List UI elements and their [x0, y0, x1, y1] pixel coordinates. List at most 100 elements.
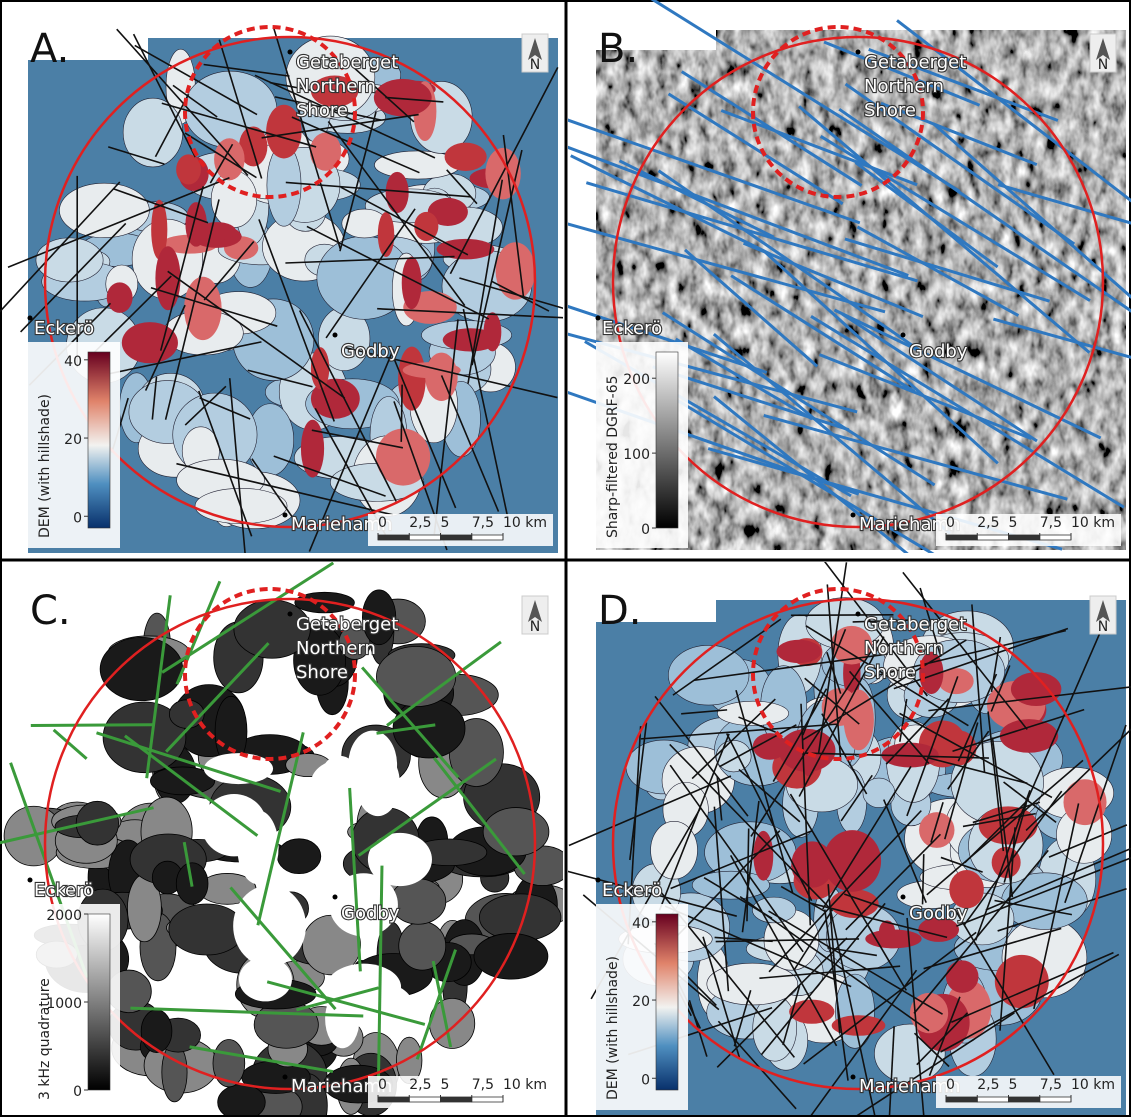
lineament: [819, 135, 1091, 302]
survey-blob: [140, 1009, 173, 1053]
panel-letter: C.: [30, 588, 71, 634]
high-ground: [1010, 672, 1062, 707]
high-ground: [881, 742, 939, 768]
study-area: [611, 597, 1105, 1091]
lineament: [1048, 824, 1128, 858]
high-ground: [791, 841, 834, 888]
lineament: [826, 584, 842, 761]
colorbar-label: DEM (with hillshade): [37, 394, 53, 538]
lineament: [716, 937, 848, 1068]
lineament: [388, 346, 457, 509]
lineament: [906, 917, 925, 1115]
lineament: [772, 688, 828, 782]
high-ground: [239, 126, 268, 167]
high-ground: [151, 199, 168, 260]
study-area: [611, 35, 1105, 529]
lineament: [459, 277, 563, 310]
scale-label: 2,5: [977, 1077, 999, 1093]
lineament: [896, 19, 1131, 203]
lineament: [182, 841, 194, 887]
lineament: [902, 571, 1028, 730]
lineament: [629, 722, 648, 861]
lineament: [229, 886, 337, 1011]
place-dot: [595, 315, 601, 321]
scale-segment: [976, 1096, 1009, 1103]
place-dot: [900, 332, 906, 338]
place-dot: [900, 894, 906, 900]
north-arrow: [1096, 600, 1110, 622]
lineament: [856, 225, 1020, 317]
lineament: [291, 116, 420, 174]
place-label: Getaberget: [864, 614, 966, 635]
lineament: [713, 395, 909, 553]
high-ground: [414, 211, 439, 241]
lineament: [209, 143, 234, 184]
lineament: [798, 636, 885, 797]
high-ground: [300, 419, 325, 478]
land: [122, 97, 184, 168]
lineament: [415, 949, 457, 1060]
lineament: [251, 458, 297, 523]
lineament: [272, 26, 342, 250]
place-label: Mariehamn: [859, 514, 960, 535]
place-label: Godby: [909, 341, 968, 362]
lineament: [172, 84, 218, 118]
high-ground: [309, 132, 342, 171]
panel: C. N Getaberget Northern Shore Eckerö Godby Mar…: [0, 562, 563, 1115]
lineament: [52, 728, 88, 760]
lineament: [817, 562, 848, 754]
lineament: [467, 179, 504, 384]
lineament: [218, 39, 263, 179]
lineament: [189, 1045, 334, 1074]
lineament: [203, 240, 255, 301]
lineament: [568, 118, 861, 225]
lineament: [928, 686, 1131, 712]
colorbar-label: 3 kHz quadrature: [37, 978, 53, 1100]
high-ground: [919, 651, 944, 695]
lineament: [258, 219, 335, 422]
scale-label: 7,5: [472, 515, 494, 531]
survey-blob: [398, 921, 447, 971]
colorbar-tick-label: 20: [632, 994, 650, 1010]
place-dot: [332, 894, 338, 900]
lineament: [840, 774, 873, 822]
high-ground: [999, 719, 1059, 753]
lineament: [94, 275, 172, 353]
lineament: [730, 274, 916, 393]
north-arrow: [528, 38, 542, 60]
place-dot: [27, 877, 33, 883]
lineament: [803, 931, 977, 1065]
high-ground: [373, 78, 432, 117]
lineament: [360, 666, 460, 779]
lineament: [0, 806, 154, 845]
lineament: [568, 775, 732, 847]
lineament: [116, 28, 249, 177]
lineament: [928, 996, 961, 1076]
survey-blob: [75, 800, 119, 846]
place-label: Godby: [341, 341, 400, 362]
scale-label: 10 km: [1071, 515, 1115, 531]
lineament: [703, 877, 773, 919]
survey-blob: [473, 933, 549, 980]
place-label: Mariehamn: [859, 1076, 960, 1097]
scale-label: 7,5: [1040, 1077, 1062, 1093]
map: [568, 562, 1131, 1115]
high-ground: [427, 197, 468, 227]
shore-area: [751, 587, 925, 761]
place-label: Eckerö: [34, 318, 94, 339]
lineament: [990, 665, 1011, 712]
survey-gap: [322, 755, 357, 790]
lineament: [882, 799, 927, 903]
colorbar-tick-label: 40: [64, 354, 82, 370]
place-label: Shore: [864, 100, 916, 121]
survey-gap: [203, 753, 274, 785]
lineament: [376, 865, 384, 1087]
scale-segment: [976, 534, 1009, 541]
lineament: [30, 723, 153, 727]
scale-segment: [377, 1096, 410, 1103]
lineament: [916, 1012, 969, 1066]
lineament: [352, 66, 415, 123]
lineament: [954, 908, 1055, 1076]
panel: B. N Getaberget Northern Shore Eckerö Godby Mar…: [568, 0, 1131, 553]
lineament: [950, 951, 1114, 1024]
